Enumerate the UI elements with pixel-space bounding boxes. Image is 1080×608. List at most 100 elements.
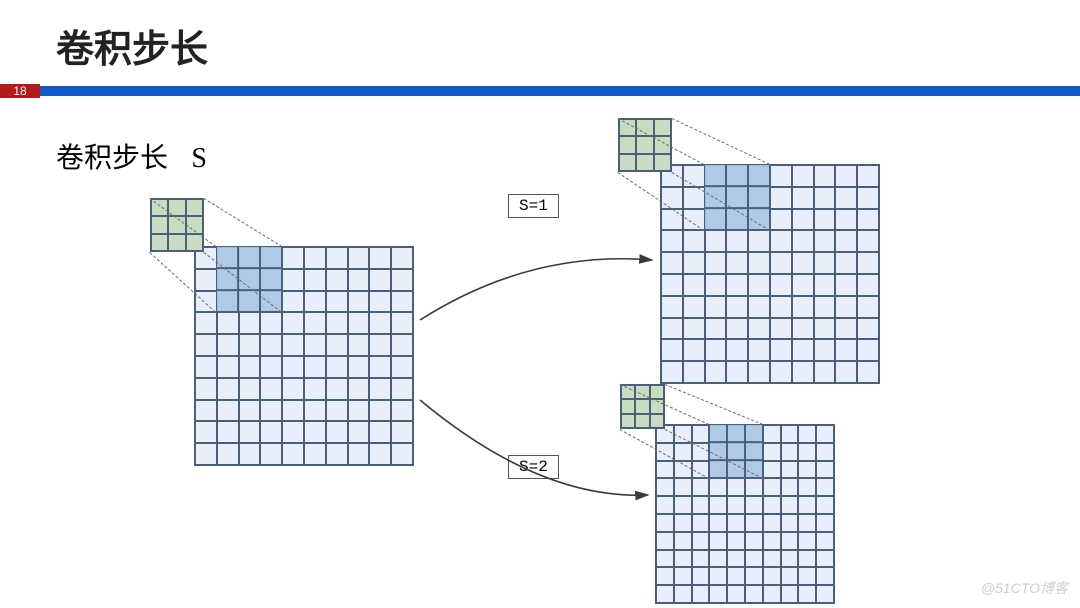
grid-cell [369, 334, 391, 356]
grid-cell [260, 334, 282, 356]
grid-cell [239, 400, 261, 422]
overlay-cell [704, 164, 726, 186]
grid-cell [727, 585, 745, 603]
grid-cell [656, 478, 674, 496]
grid-cell [748, 361, 770, 383]
grid-cell [282, 247, 304, 269]
grid-cell [857, 274, 879, 296]
grid-cell [763, 567, 781, 585]
grid-cell [661, 361, 683, 383]
grid-cell [348, 334, 370, 356]
overlay-cell [704, 208, 726, 230]
grid-cell [692, 425, 710, 443]
subtitle: 卷积步长 S [56, 136, 207, 176]
grid-cell [692, 496, 710, 514]
grid-cell [692, 550, 710, 568]
overlay-cell [260, 268, 282, 290]
grid-cell [348, 291, 370, 313]
grid-cell [770, 318, 792, 340]
grid-cell [621, 414, 635, 428]
grid-cell [763, 532, 781, 550]
grid-cell [835, 187, 857, 209]
grid-cell [798, 461, 816, 479]
grid-cell [792, 209, 814, 231]
grid-cell [726, 274, 748, 296]
grid-cell [709, 585, 727, 603]
grid-cell [282, 269, 304, 291]
grid-cell [763, 443, 781, 461]
grid-cell [348, 400, 370, 422]
grid-cell [781, 514, 799, 532]
grid-cell [792, 187, 814, 209]
grid-cell [683, 339, 705, 361]
grid-cell [282, 443, 304, 465]
grid-cell [692, 443, 710, 461]
grid-cell [217, 334, 239, 356]
grid-cell [857, 361, 879, 383]
grid-cell [636, 136, 653, 153]
grid-cell [705, 230, 727, 252]
overlay-cell [748, 164, 770, 186]
grid-cell [326, 443, 348, 465]
grid-cell [748, 274, 770, 296]
grid-cell [326, 269, 348, 291]
grid-cell [683, 230, 705, 252]
grid-cell [326, 421, 348, 443]
top_right-feature-map [660, 164, 880, 384]
grid-cell [656, 461, 674, 479]
grid-cell [151, 234, 168, 251]
grid-cell [683, 318, 705, 340]
grid-cell [619, 154, 636, 171]
grid-cell [705, 252, 727, 274]
grid-cell [282, 378, 304, 400]
grid-cell [661, 296, 683, 318]
grid-cell [683, 165, 705, 187]
grid-cell [217, 356, 239, 378]
grid-cell [674, 514, 692, 532]
grid-cell [348, 421, 370, 443]
grid-cell [692, 478, 710, 496]
top_right-kernel [618, 118, 672, 172]
grid-cell [792, 361, 814, 383]
grid-cell [792, 165, 814, 187]
grid-cell [814, 187, 836, 209]
grid-cell [369, 421, 391, 443]
grid-cell [816, 532, 834, 550]
grid-cell [727, 567, 745, 585]
overlay-cell [726, 186, 748, 208]
grid-cell [726, 230, 748, 252]
grid-cell [326, 378, 348, 400]
grid-cell [282, 334, 304, 356]
grid-cell [745, 478, 763, 496]
grid-cell [195, 443, 217, 465]
grid-cell [792, 296, 814, 318]
grid-cell [705, 361, 727, 383]
grid-cell [727, 478, 745, 496]
grid-cell [683, 296, 705, 318]
grid-cell [683, 252, 705, 274]
grid-cell [683, 361, 705, 383]
grid-cell [857, 318, 879, 340]
grid-cell [260, 378, 282, 400]
grid-cell [369, 247, 391, 269]
grid-cell [705, 339, 727, 361]
grid-cell [770, 165, 792, 187]
grid-cell [726, 339, 748, 361]
grid-cell [763, 585, 781, 603]
grid-cell [726, 361, 748, 383]
grid-cell [348, 269, 370, 291]
grid-cell [835, 165, 857, 187]
grid-cell [781, 585, 799, 603]
grid-cell [239, 334, 261, 356]
grid-cell [814, 165, 836, 187]
grid-cell [304, 443, 326, 465]
grid-cell [816, 585, 834, 603]
grid-cell [348, 356, 370, 378]
overlay-cell [745, 442, 763, 460]
grid-cell [674, 478, 692, 496]
grid-cell [304, 334, 326, 356]
grid-cell [692, 514, 710, 532]
overlay-cell [727, 424, 745, 442]
grid-cell [857, 230, 879, 252]
grid-cell [692, 567, 710, 585]
